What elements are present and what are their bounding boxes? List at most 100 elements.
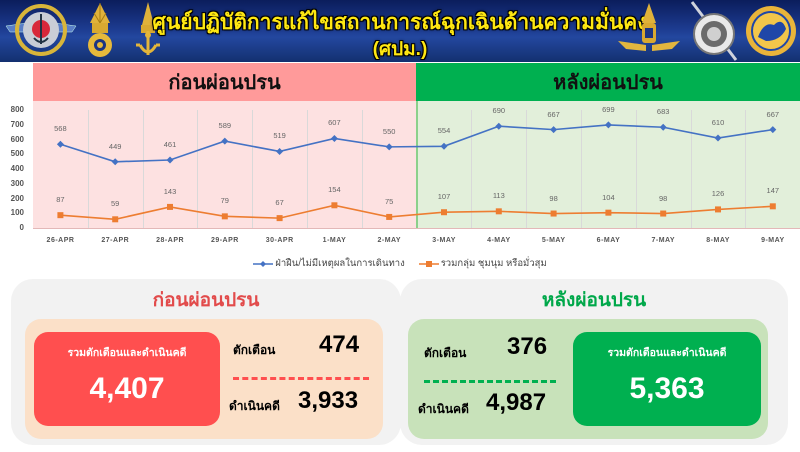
x-tick-label: 9-MAY [761, 237, 785, 244]
warn-after-label: ตักเตือน [424, 346, 467, 360]
data-point-label: 667 [766, 109, 780, 119]
x-tick-label: 29-APR [210, 237, 239, 244]
warn-after-value: 376 [507, 333, 548, 360]
header-banner: ศูนย์ปฏิบัติการแก้ไขสถานการณ์ฉุกเฉินด้าน… [0, 0, 800, 62]
y-tick-label: 800 [10, 105, 24, 114]
page-title: ศูนย์ปฏิบัติการแก้ไขสถานการณ์ฉุกเฉินด้าน… [152, 11, 648, 34]
data-point-marker [550, 210, 557, 217]
data-point-marker [660, 210, 667, 217]
data-point-marker [495, 122, 503, 130]
y-tick-label: 600 [10, 134, 24, 144]
line-chart [56, 121, 777, 223]
orange-line-marker-icon [418, 260, 439, 267]
data-point-label: 690 [492, 106, 506, 116]
data-point-label: 75 [385, 196, 394, 206]
chart-band-before: ก่อนผ่อนปรน [33, 63, 416, 101]
summary-before-panel: ก่อนผ่อนปรน รวมตักเตือนและดำเนินคดี 4,40… [11, 279, 401, 445]
data-point-marker [221, 137, 229, 145]
data-point-marker [57, 212, 64, 219]
grid-line [635, 110, 637, 228]
grid-line [581, 110, 582, 228]
dashed-divider [233, 377, 369, 380]
data-point-marker [769, 126, 777, 134]
x-tick-label: 28-APR [156, 237, 185, 244]
x-tick-label: 1-MAY [322, 237, 347, 244]
army-emblem-icon [88, 3, 112, 57]
total-after-box: รวมตักเตือนและดำเนินคดี 5,363 [573, 332, 761, 426]
prosecute-after-value: 4,987 [486, 389, 547, 416]
grid-line [471, 110, 473, 228]
grid-line [361, 110, 363, 228]
grid-line [307, 110, 308, 228]
data-point-marker [167, 203, 173, 210]
armed-forces-emblem-icon [5, 4, 77, 56]
data-point-marker [166, 156, 174, 164]
x-tick-label: 6-MAY [596, 237, 621, 244]
data-point-marker [276, 147, 284, 155]
data-point-marker [330, 134, 338, 142]
data-point-label: 607 [328, 118, 341, 128]
y-tick-label: 0 [19, 223, 24, 232]
data-point-label: 98 [659, 193, 668, 203]
x-tick-label: 7-MAY [651, 237, 676, 244]
air-force-emblem-icon [618, 3, 680, 51]
x-tick-label: 30-APR [265, 237, 294, 244]
prosecute-before-label: ดำเนินคดี [229, 399, 280, 413]
data-point-marker [385, 143, 393, 151]
grid-line [690, 110, 692, 228]
x-tick-label: 5-MAY [541, 237, 566, 244]
data-point-marker [605, 209, 612, 216]
data-point-label: 610 [711, 118, 725, 128]
data-point-marker [112, 216, 119, 223]
chart-band-after: หลังผ่อนปรน [416, 63, 800, 101]
data-point-marker [659, 123, 667, 131]
grid-line [252, 110, 254, 228]
y-tick-label: 700 [10, 119, 24, 129]
data-point-label: 568 [54, 124, 67, 134]
data-point-label: 699 [602, 104, 615, 114]
data-point-marker [56, 140, 64, 148]
grid-line [526, 110, 528, 228]
x-tick-label: 8-MAY [706, 237, 730, 244]
summary-after-card: ตักเตือน 376 ดำเนินคดี 4,987 รวมตักเตือน… [408, 319, 768, 439]
legend-label: ฝ่าฝืน/ไม่มีเหตุผลในการเดินทาง [275, 258, 405, 269]
data-point-label: 107 [437, 192, 451, 202]
plot-region-before [33, 101, 416, 228]
grid-line [745, 110, 747, 228]
data-point-label: 550 [382, 126, 396, 136]
navy-emblem-icon [136, 2, 160, 55]
page-subtitle: (ศปม.) [372, 39, 428, 60]
data-point-marker [550, 126, 558, 134]
x-tick-label: 2-MAY [377, 237, 402, 244]
grid-line [142, 110, 144, 228]
data-point-label: 461 [163, 140, 177, 149]
x-tick-label: 27-APR [101, 237, 130, 244]
data-point-marker [331, 202, 338, 209]
y-tick-label: 200 [10, 193, 24, 203]
legend-item-gathering: รวมกลุ่ม ชุมนุม หรือมั่วสุม [418, 256, 547, 271]
total-before-value: 4,407 [89, 372, 165, 405]
total-after-label: รวมตักเตือนและดำเนินคดี [607, 347, 727, 359]
data-point-marker [441, 209, 447, 216]
legend-label: รวมกลุ่ม ชุมนุม หรือมั่วสุม [440, 258, 547, 269]
data-point-marker [604, 121, 612, 129]
data-point-label: 449 [108, 141, 122, 151]
data-point-marker [276, 215, 283, 222]
y-tick-label: 300 [10, 178, 24, 188]
data-point-marker [769, 203, 776, 210]
data-point-label: 59 [111, 199, 120, 209]
x-tick-label: 26-APR [46, 237, 75, 244]
total-before-box: รวมตักเตือนและดำเนินคดี 4,407 [34, 332, 220, 426]
data-point-label: 87 [56, 195, 65, 205]
warn-before-value: 474 [319, 331, 360, 358]
y-tick-label: 100 [10, 208, 24, 218]
x-tick-label: 4-MAY [487, 237, 511, 244]
summary-before-title: ก่อนผ่อนปรน [152, 290, 260, 311]
x-axis-line [33, 228, 800, 229]
data-point-label: 589 [218, 121, 232, 131]
dashed-divider [424, 380, 556, 383]
prosecute-after-label: ดำเนินคดี [418, 402, 469, 416]
chart-legend: ฝ่าฝืน/ไม่มีเหตุผลในการเดินทาง รวมกลุ่ม … [0, 256, 800, 271]
y-tick-label: 500 [10, 149, 24, 159]
